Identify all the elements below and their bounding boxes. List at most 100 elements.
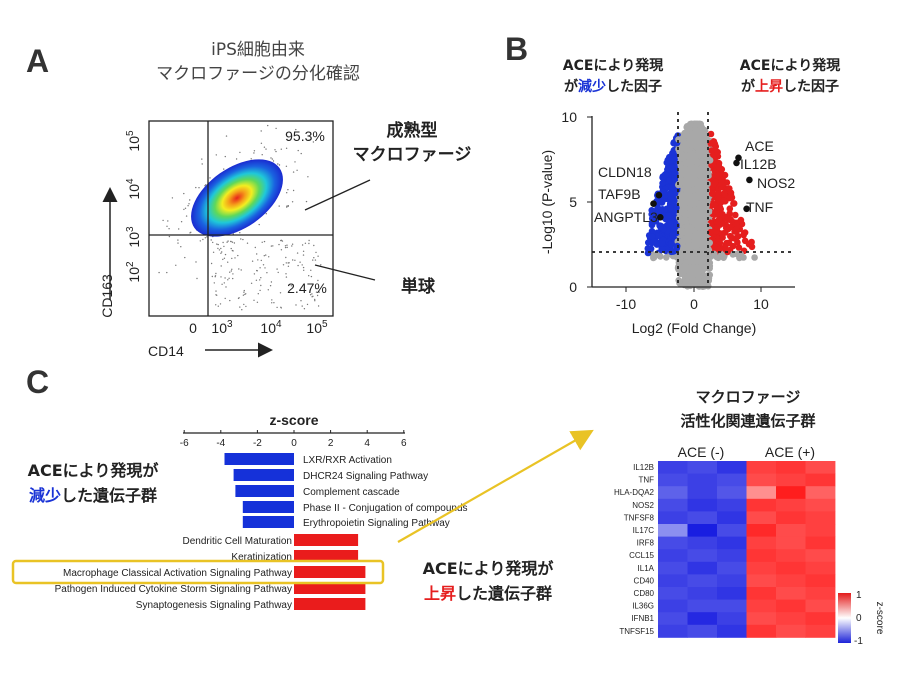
- bar-axis-tick: 6: [401, 438, 407, 449]
- bar-axis-tick: 2: [328, 438, 334, 449]
- flow-event-dot: [282, 264, 285, 266]
- volcano-point: [694, 218, 702, 226]
- flow-event-dot: [270, 245, 273, 247]
- zscore-bar: [242, 516, 294, 528]
- flow-event-dot: [255, 279, 258, 281]
- volcano-point: [703, 280, 711, 288]
- flow-event-dot: [272, 245, 274, 247]
- bar-category-label: Erythropoietin Signaling Pathway: [303, 518, 450, 529]
- volcano-point: [685, 160, 693, 167]
- svg-text:105: 105: [125, 130, 142, 152]
- flow-event-dot: [300, 152, 302, 155]
- volcano-point: [648, 233, 656, 240]
- flow-event-dot: [242, 238, 244, 241]
- zscore-bar: [294, 550, 359, 562]
- flow-event-dot: [222, 258, 224, 261]
- flow-event-dot: [199, 240, 201, 242]
- flow-event-dot: [284, 245, 287, 247]
- flow-event-dot: [204, 237, 206, 239]
- gene-label-cldn18: CLDN18: [598, 164, 652, 180]
- flow-event-dot: [184, 207, 187, 209]
- heatmap-row-label: TNFSF8: [624, 513, 655, 522]
- flow-event-dot: [314, 298, 316, 301]
- flow-event-dot: [268, 256, 270, 258]
- volcano-point: [682, 245, 690, 252]
- flow-event-dot: [219, 303, 222, 305]
- volcano-point: [687, 120, 694, 128]
- c-right-label-line2: 上昇した遺伝子群: [424, 584, 552, 603]
- bar-category-label: DHCR24 Signaling Pathway: [303, 471, 428, 482]
- c-left-label-line2: 減少した遺伝子群: [29, 486, 157, 505]
- volcano-point: [690, 186, 697, 193]
- heatmap-cell: [776, 574, 806, 588]
- flow-event-dot: [271, 299, 273, 301]
- flow-event-dot: [201, 158, 203, 160]
- heatmap-cell: [658, 536, 688, 550]
- flow-event-dot: [225, 135, 228, 137]
- volcano-header-right-line2: が上昇した因子: [741, 78, 839, 95]
- flow-event-dot: [260, 142, 263, 144]
- volcano-point: [720, 197, 727, 205]
- heatmap-cell: [658, 561, 688, 575]
- volcano-point: [728, 234, 736, 242]
- mature-pointer-line: [304, 179, 371, 211]
- bar-axis-tick: -2: [253, 438, 262, 449]
- flow-event-dot: [209, 177, 211, 179]
- flow-event-dot: [314, 259, 317, 261]
- heatmap-cell: [805, 587, 836, 600]
- flow-event-dot: [265, 213, 267, 215]
- volcano-point: [734, 233, 742, 240]
- flow-event-dot: [223, 245, 225, 248]
- volcano-point: [681, 267, 689, 275]
- volcano-gene-marker: [655, 191, 663, 199]
- flow-event-dot: [223, 282, 225, 284]
- heatmap-cell: [746, 549, 777, 563]
- volcano-point: [682, 184, 689, 192]
- flow-event-dot: [167, 220, 169, 222]
- volcano-point: [691, 165, 699, 173]
- flow-event-dot: [286, 246, 288, 249]
- heatmap-cell: [805, 473, 836, 487]
- panel-a-title-line1: iPS細胞由来: [211, 40, 305, 60]
- flow-event-dot: [229, 271, 231, 273]
- flow-event-dot: [315, 291, 318, 293]
- heatmap-cell: [746, 599, 777, 613]
- flow-event-dot: [277, 271, 279, 274]
- volcano-point: [699, 209, 706, 216]
- flow-event-dot: [259, 289, 261, 292]
- heatmap-cell: [746, 561, 777, 575]
- flow-event-dot: [183, 192, 185, 195]
- volcano-point: [662, 171, 669, 179]
- flow-event-dot: [271, 302, 273, 304]
- bar-axis-tick: -6: [180, 438, 189, 449]
- flow-event-dot: [296, 252, 299, 254]
- svg-text:103: 103: [211, 319, 233, 336]
- highlight-box: [11, 559, 385, 585]
- flow-event-dot: [280, 239, 283, 241]
- flow-event-dot: [292, 259, 294, 261]
- volcano-point: [716, 204, 723, 212]
- volcano-gene-marker: [743, 205, 750, 213]
- flow-event-dot: [227, 240, 229, 242]
- flow-event-dot: [190, 231, 192, 233]
- volcano-point: [658, 199, 666, 206]
- flow-event-dot: [243, 303, 245, 306]
- flow-event-dot: [218, 249, 221, 251]
- flow-event-dot: [168, 228, 170, 230]
- volcano-point: [707, 130, 715, 138]
- volcano-point: [694, 265, 702, 272]
- bar-category-label: Complement cascade: [303, 487, 400, 498]
- svg-text:102: 102: [125, 261, 142, 283]
- volcano-xtick: -10: [616, 296, 636, 312]
- flow-x-axis-label: CD14: [148, 343, 184, 359]
- bar-axis-tick: 4: [364, 438, 370, 449]
- zscore-bar: [242, 501, 294, 513]
- volcano-point: [699, 220, 707, 227]
- volcano-ytick: 0: [569, 279, 577, 295]
- volcano-point: [667, 204, 674, 212]
- flow-event-dot: [187, 205, 189, 207]
- bar-category-label: Macrophage Classical Activation Signalin…: [63, 568, 292, 579]
- bar-category-label: Synaptogenesis Signaling Pathway: [136, 600, 292, 611]
- flow-event-dot: [244, 293, 246, 296]
- flow-event-dot: [318, 291, 320, 293]
